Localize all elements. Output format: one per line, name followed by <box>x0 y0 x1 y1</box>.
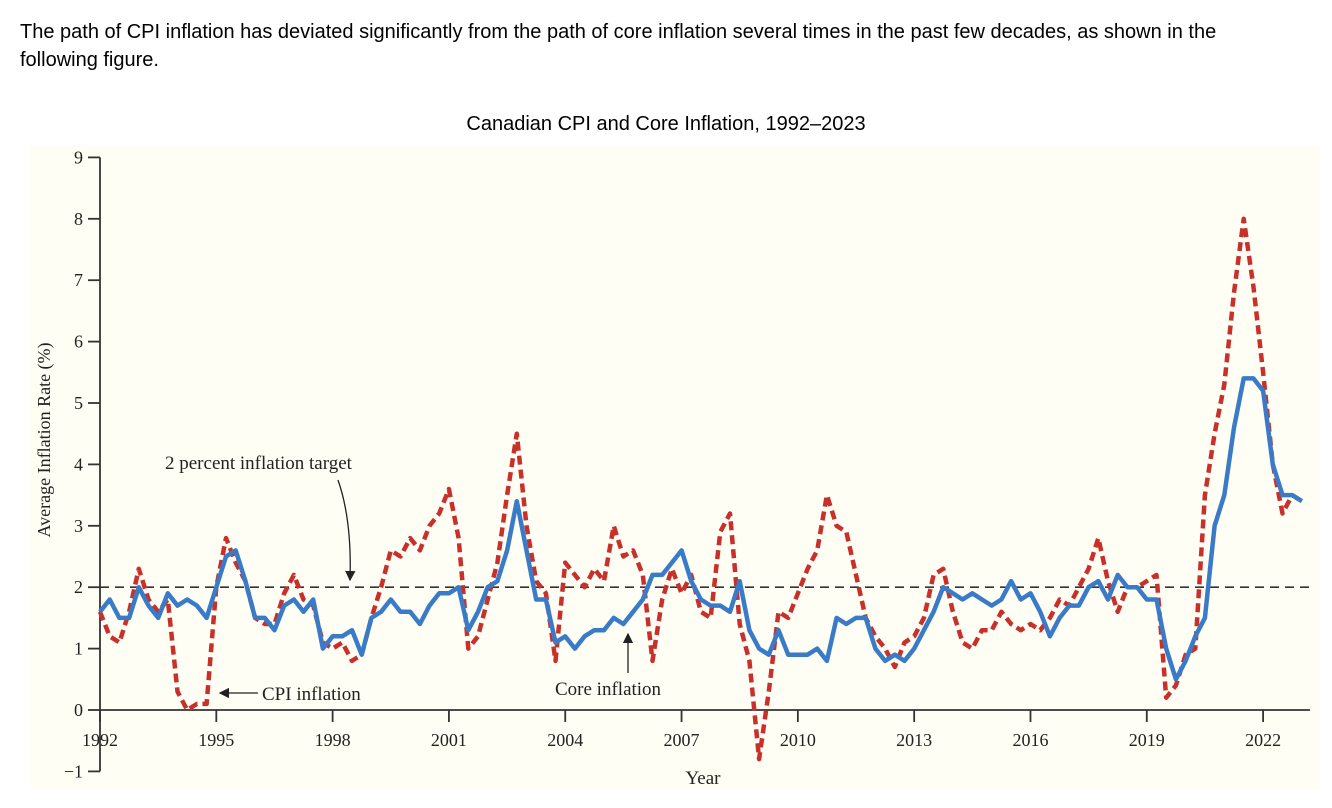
x-tick-label: 1995 <box>198 730 234 750</box>
chart-title: Canadian CPI and Core Inflation, 1992–20… <box>466 113 866 135</box>
core-annotation: Core inflation <box>555 679 662 700</box>
x-axis-label: Year <box>685 768 721 789</box>
y-axis-label: Average Inflation Rate (%) <box>34 342 55 537</box>
x-tick-label: 2019 <box>1129 730 1165 750</box>
cpi-inflation-line <box>97 216 1304 762</box>
x-tick-label: 1998 <box>315 730 351 750</box>
y-tick-label: 4 <box>74 454 83 474</box>
y-tick-label: 8 <box>74 209 83 229</box>
x-tick-label: 2007 <box>664 730 700 750</box>
x-tick-label: 2022 <box>1245 730 1281 750</box>
y-tick-label: 2 <box>74 577 83 597</box>
y-tick-label: 1 <box>74 639 83 659</box>
intro-paragraph: The path of CPI inflation has deviated s… <box>20 21 1217 71</box>
y-tick-label: 9 <box>74 147 83 167</box>
y-tick-label: 6 <box>74 332 83 352</box>
cpi-annotation: CPI inflation <box>262 684 361 705</box>
core-inflation-line <box>98 376 1304 682</box>
x-tick-label: 2004 <box>547 730 583 750</box>
y-tick-label: 7 <box>74 270 83 290</box>
x-tick-label: 2013 <box>896 730 932 750</box>
chart-panel <box>30 145 1320 790</box>
x-tick-label: 2016 <box>1012 730 1048 750</box>
y-tick-label: −1 <box>64 761 83 781</box>
x-tick-label: 2001 <box>431 730 467 750</box>
axes: −1 0 1 2 3 4 5 6 7 8 9 1992 1995 1998 2001 2004 2007 2010… <box>64 147 1310 781</box>
y-tick-label: 3 <box>74 516 83 536</box>
y-tick-label: 5 <box>74 393 83 413</box>
target-annotation: 2 percent inflation target <box>165 453 353 474</box>
target-arrow <box>337 479 356 582</box>
x-tick-label: 2010 <box>780 730 816 750</box>
y-tick-label: 0 <box>74 700 83 720</box>
x-tick-label: 1992 <box>82 730 118 750</box>
